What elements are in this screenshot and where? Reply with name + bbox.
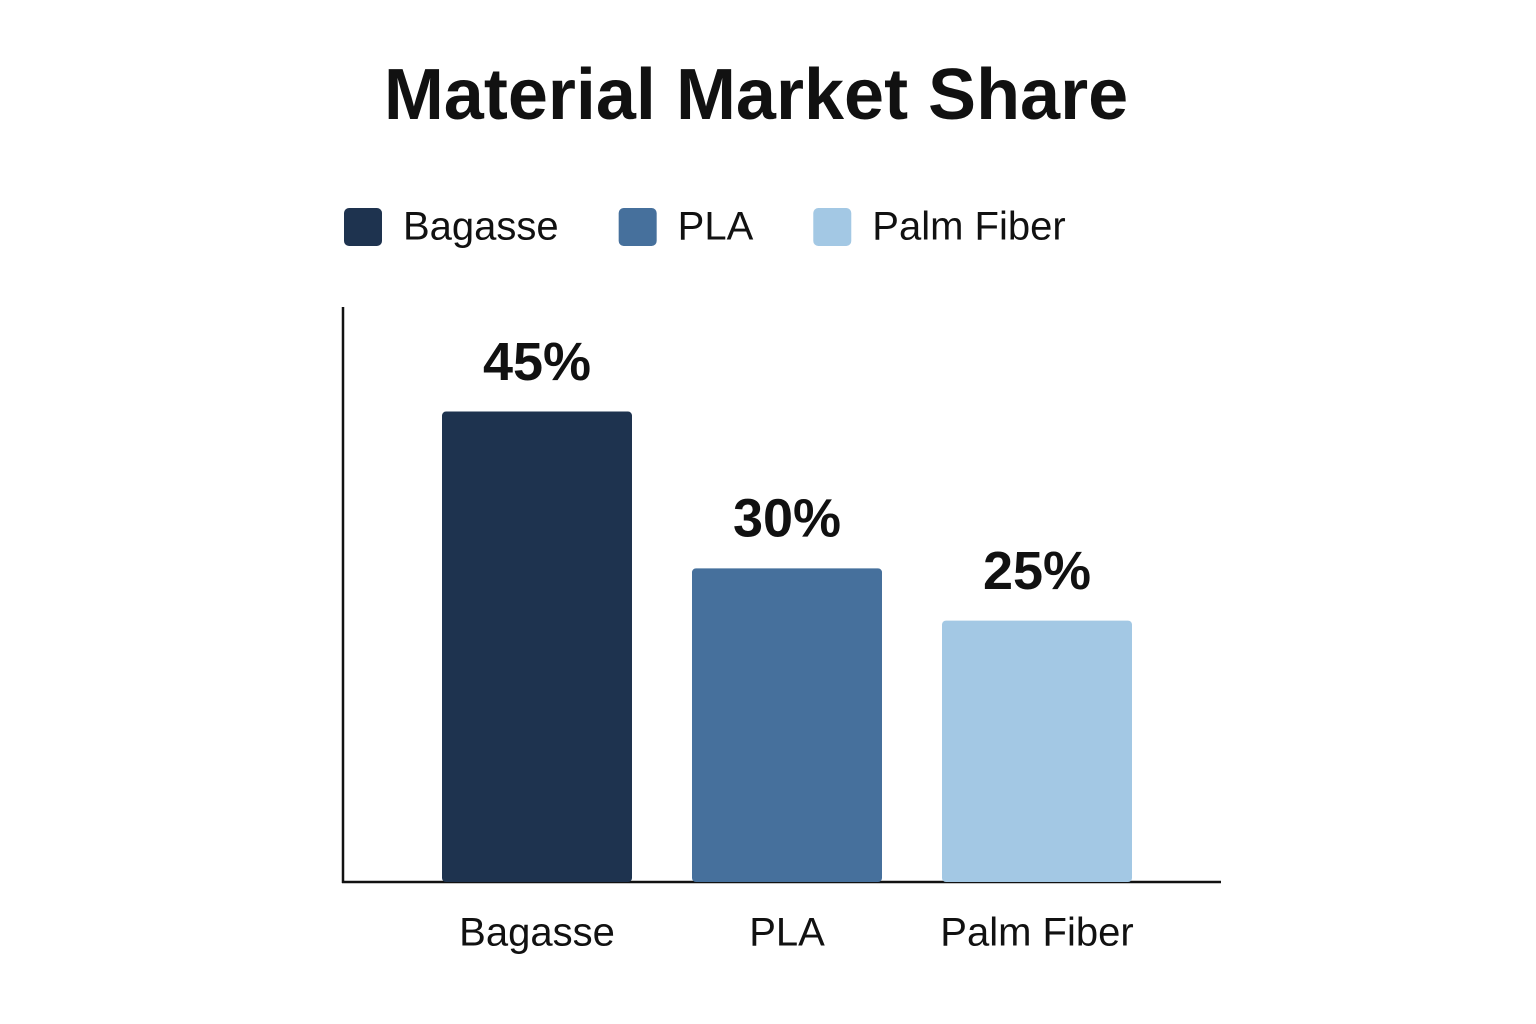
legend-label: Palm Fiber bbox=[872, 205, 1065, 249]
bar bbox=[692, 568, 882, 882]
value-label: 30% bbox=[733, 489, 841, 549]
legend-label: Bagasse bbox=[403, 205, 559, 249]
legend-swatch bbox=[618, 208, 657, 246]
x-tick-label: Bagasse bbox=[459, 911, 615, 955]
value-label: 25% bbox=[983, 541, 1091, 601]
legend-swatch bbox=[813, 208, 852, 246]
bar bbox=[942, 620, 1132, 882]
chart-title: Material Market Share bbox=[384, 55, 1128, 135]
x-tick-label: PLA bbox=[749, 911, 825, 955]
value-label: 45% bbox=[483, 332, 591, 392]
bar bbox=[442, 411, 632, 882]
legend-label: PLA bbox=[678, 205, 754, 249]
legend-swatch bbox=[344, 208, 382, 246]
x-tick-label: Palm Fiber bbox=[940, 911, 1133, 955]
